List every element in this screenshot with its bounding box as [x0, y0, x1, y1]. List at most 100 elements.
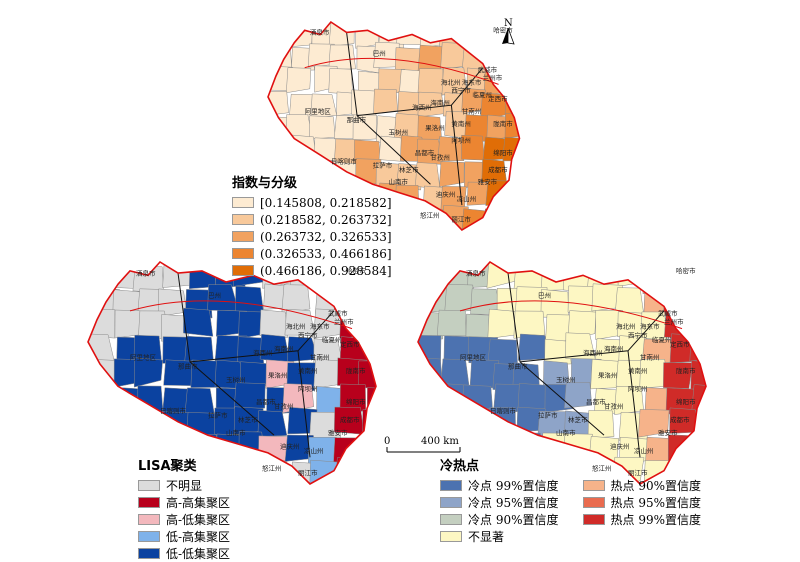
lisa-map-place-label: 玉树州	[226, 375, 246, 384]
hotspot-legend-row: 冷点 95%置信度	[440, 494, 559, 511]
index-map-place-label: 那曲市	[347, 115, 367, 124]
map-figure: 酒泉市海西州巴州哈密市武威市海北州临夏州甘南州陇南市阿坝州绵阳市成都市雅安市凉山…	[87, 18, 707, 485]
hotspot-map-region	[517, 383, 547, 412]
hotspot-legend-label: 冷点 99%置信度	[468, 478, 559, 493]
lisa-map-red-line	[129, 300, 353, 330]
lisa-map-region	[257, 410, 288, 437]
hotspot-map-outline	[417, 260, 707, 485]
hotspot-map-place-label: 武威市	[658, 308, 678, 317]
index-map-place-label: 海东市	[462, 77, 482, 86]
hotspot-map-red-line	[459, 300, 683, 330]
lisa-map-place-label: 雅安市	[328, 428, 348, 437]
lisa-map-region	[189, 434, 218, 460]
lisa-map-place-label: 迪庆州	[280, 442, 300, 451]
hotspot-map-region	[567, 310, 597, 341]
index-legend: 指数与分级 [0.145808, 0.218582] (0.218582, 0.2…	[232, 176, 392, 279]
index-legend-label: (0.218582, 0.263732]	[260, 212, 392, 227]
hotspot-map-place-label: 那曲市	[508, 362, 528, 371]
index-map-region	[481, 22, 507, 50]
hotspot-legend-row: 冷点 90%置信度	[440, 511, 559, 528]
hotspot-legend-swatch	[440, 531, 462, 542]
index-map-region	[510, 207, 520, 230]
index-map-region	[288, 134, 317, 162]
hotspot-map-region	[418, 262, 447, 289]
index-map-red-line	[304, 57, 499, 85]
lisa-map-place-label: 黄南州	[298, 366, 318, 375]
lisa-map-place-label: 林芝市	[238, 415, 258, 424]
hotspot-map-region	[418, 407, 446, 438]
index-map-region	[439, 161, 465, 188]
index-map-region	[268, 22, 292, 50]
hotspot-map-place-label: 拉萨市	[538, 410, 558, 419]
hotspot-map-place-label: 日喀则市	[490, 406, 517, 415]
hotspot-legend-swatch	[582, 497, 605, 508]
lisa-map-place-label: 海北州	[286, 322, 306, 331]
lisa-legend-swatch	[138, 497, 160, 508]
hotspot-legend-swatch	[440, 514, 462, 525]
lisa-map-region	[357, 284, 376, 310]
index-map-place-label: 甘孜州	[430, 152, 450, 161]
lisa-legend-swatch	[138, 531, 160, 542]
index-map-region	[504, 89, 520, 118]
hotspot-legend-swatch	[582, 480, 605, 491]
hotspot-legend-label: 冷点 95%置信度	[468, 495, 559, 510]
hotspot-map-region	[517, 333, 549, 361]
index-map-place-label: 山南市	[389, 177, 409, 186]
hotspot-map-province-boundary	[507, 273, 665, 458]
lisa-map-region	[259, 309, 289, 338]
lisa-map-region	[88, 262, 114, 287]
hotspot-legend-row: 热点 90%置信度	[582, 477, 701, 494]
index-map-region	[309, 115, 336, 140]
lisa-legend-row: 高-低集聚区	[138, 511, 230, 528]
index-map-place-label: 甘南州	[462, 107, 482, 116]
lisa-map-place-label: 甘孜州	[274, 402, 294, 411]
hotspot-legend-label: 热点 99%置信度	[610, 512, 702, 527]
lisa-map-place-label: 昌都市	[256, 397, 276, 406]
hotspot-legend-row: 热点 95%置信度	[582, 494, 701, 511]
lisa-map-region	[361, 459, 376, 484]
index-map-place-label: 海西州	[412, 102, 432, 111]
hotspot-map-place-label: 迪庆州	[610, 442, 630, 451]
hotspot-map-place-label: 玉树州	[556, 375, 576, 384]
index-legend-row: (0.466186, 0.928584]	[232, 262, 392, 279]
hotspot-map-place-label: 哈密市	[676, 266, 696, 275]
lisa-map-place-label: 阿里地区	[130, 353, 157, 362]
index-legend-label: (0.466186, 0.928584]	[260, 263, 392, 278]
hotspot-map-region	[514, 432, 544, 461]
hotspot-legend: 冷热点 冷点 99%置信度 冷点 95%置信度 冷点 90%置信度 不显著 热点 90…	[440, 459, 701, 545]
index-map-place-label: 海北州	[441, 77, 461, 86]
hotspot-legend-title: 冷热点	[440, 459, 480, 474]
index-map-place-label: 阿里地区	[305, 107, 332, 116]
lisa-map-place-label: 成都市	[340, 415, 360, 424]
index-map-place-label: 兰州市	[483, 73, 503, 82]
hotspot-map-place-label: 甘孜州	[604, 402, 624, 411]
lisa-map-place-label: 丽江市	[298, 468, 318, 477]
hotspot-map-place-label: 海北州	[616, 322, 636, 331]
lisa-map-place-label: 西宁市	[298, 331, 318, 340]
hotspot-legend-swatch	[582, 514, 605, 525]
lisa-legend-row: 低-低集聚区	[138, 545, 230, 562]
hotspot-legend-row: 不显著	[440, 528, 559, 545]
index-legend-swatch	[232, 214, 254, 225]
lisa-legend-title: LISA聚类	[138, 459, 197, 474]
index-map-place-label: 玉树州	[389, 127, 409, 136]
lisa-map-place-label: 定西市	[340, 339, 360, 348]
index-map-place-label: 果洛州	[425, 123, 445, 132]
lisa-map-region	[357, 310, 376, 340]
hotspot-map-region	[663, 362, 693, 389]
index-map-region	[510, 160, 520, 187]
lisa-map-place-label: 那曲市	[178, 362, 198, 371]
hotspot-map-place-label: 陇南市	[676, 366, 696, 375]
hotspot-map-place-label: 西宁市	[628, 331, 648, 340]
hotspot-legend-label: 不显著	[468, 529, 505, 544]
hotspot-map-place-label: 果洛州	[598, 370, 618, 379]
hotspot-map-place-label: 巴州	[538, 292, 551, 300]
index-map-region	[415, 162, 441, 191]
index-map-region	[396, 22, 424, 45]
index-map-place-label: 丽江市	[451, 215, 471, 224]
lisa-map-region	[88, 461, 113, 484]
hotspot-map-place-label: 阿里地区	[460, 353, 487, 362]
hotspot-map-region	[689, 332, 706, 362]
hotspot-legend-row: 热点 99%置信度	[582, 511, 702, 528]
